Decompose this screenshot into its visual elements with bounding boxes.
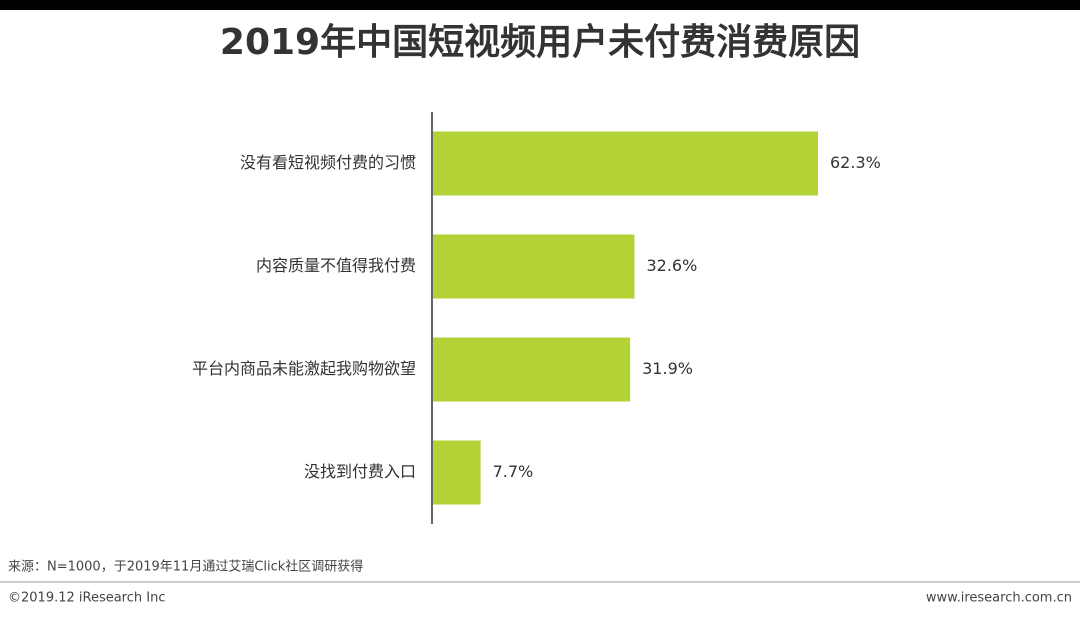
category-label: 没找到付费入口: [304, 462, 416, 481]
category-label: 平台内商品未能激起我购物欲望: [192, 359, 416, 378]
category-label: 没有看短视频付费的习惯: [240, 153, 416, 172]
value-label: 32.6%: [646, 256, 697, 275]
value-label: 62.3%: [830, 153, 881, 172]
value-label: 31.9%: [642, 359, 693, 378]
copyright: ©2019.12 iResearch Inc: [8, 591, 166, 606]
bar: [433, 131, 818, 196]
value-label: 7.7%: [493, 462, 534, 481]
category-label: 内容质量不值得我付费: [256, 256, 416, 275]
website: www.iresearch.com.cn: [926, 591, 1072, 606]
chart-title: 2019年中国短视频用户未付费消费原因: [220, 22, 860, 63]
bar: [433, 440, 481, 505]
top-frame: [0, 0, 1080, 10]
source-note: 来源：N=1000，于2019年11月通过艾瑞Click社区调研获得: [8, 559, 363, 575]
bar: [433, 337, 631, 402]
bar: [433, 234, 635, 299]
